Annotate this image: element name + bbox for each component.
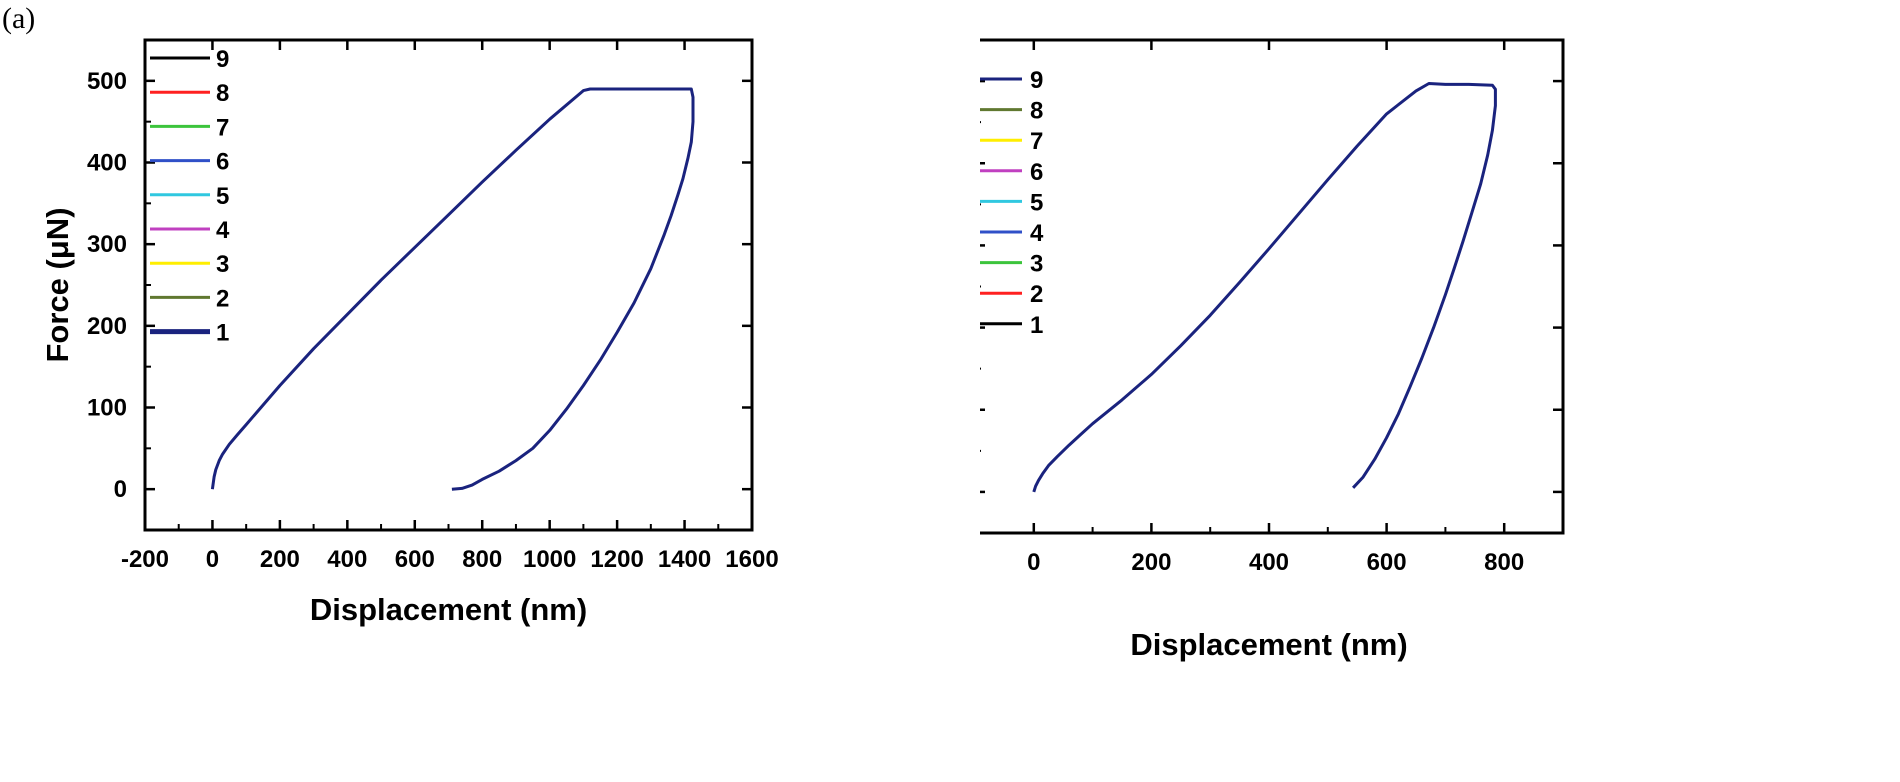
y-tick-label: 500 [87,68,127,95]
y-tick-label: 300 [87,231,127,258]
y-tick-label: 100 [87,395,127,422]
legend-label: 4 [216,217,230,244]
x-tick-label: 200 [1131,549,1171,576]
x-tick-label: 0 [1027,549,1040,576]
x-tick-label: 400 [327,546,367,573]
legend-label: 7 [1030,128,1043,155]
plot-frame [973,38,1565,535]
legend-label: 8 [216,80,229,107]
chart-panel-a: (a) -200 0 200 400 600 800 1000 1200 1400 1600 0 100… [0,0,940,777]
x-tick-label: 200 [260,546,300,573]
legend-label: 1 [1030,312,1043,339]
legend-label: 7 [216,114,229,141]
chart-b-svg: (b)02004006008000100200300400500Displace… [817,4,1565,662]
legend-label: 6 [1030,159,1043,186]
y-tick-label: 200 [87,313,127,340]
y-axis-title: Force (μN) [40,207,75,362]
legend-label: 3 [1030,251,1043,278]
chart-panel-b: (b)02004006008000100200300400500Displace… [817,0,1900,777]
legend-label: 5 [1030,189,1043,216]
x-tick-label: 600 [395,546,435,573]
chart-a-svg: (a)-200 0 200 400 600 800 1000 1200 1400 16000100… [2,2,779,627]
y-tick-label: 0 [114,476,127,503]
x-axis-title: Displacement (nm) [1130,627,1407,662]
x-tick-label: 1600 [725,546,778,573]
series-line-1 [210,87,695,491]
x-tick-label: 600 [1367,549,1407,576]
x-tick-label: -200 [121,546,169,573]
y-tick-label: 400 [87,150,127,177]
legend-label: 3 [216,251,229,278]
series-line-9 [1032,82,1497,493]
x-tick-label: 1400 [658,546,711,573]
plot-frame [143,38,754,532]
x-axis-title: Displacement (nm) [310,592,587,627]
panel-label: (a) [2,2,35,35]
x-tick-label: 1000 [523,546,576,573]
legend-label: 6 [216,149,229,176]
legend-label: 4 [1030,220,1044,247]
legend-label: 2 [216,285,229,312]
x-tick-label: 400 [1249,549,1289,576]
x-tick-label: 800 [462,546,502,573]
legend-label: 8 [1030,98,1043,125]
legend-label: 5 [216,183,229,210]
x-tick-label: 0 [206,546,219,573]
legend-label: 9 [1030,67,1043,94]
legend-label: 2 [1030,281,1043,308]
x-tick-label: 800 [1484,549,1524,576]
legend-label: 1 [216,320,229,347]
legend-label: 9 [216,46,229,73]
x-tick-label: 1200 [590,546,643,573]
